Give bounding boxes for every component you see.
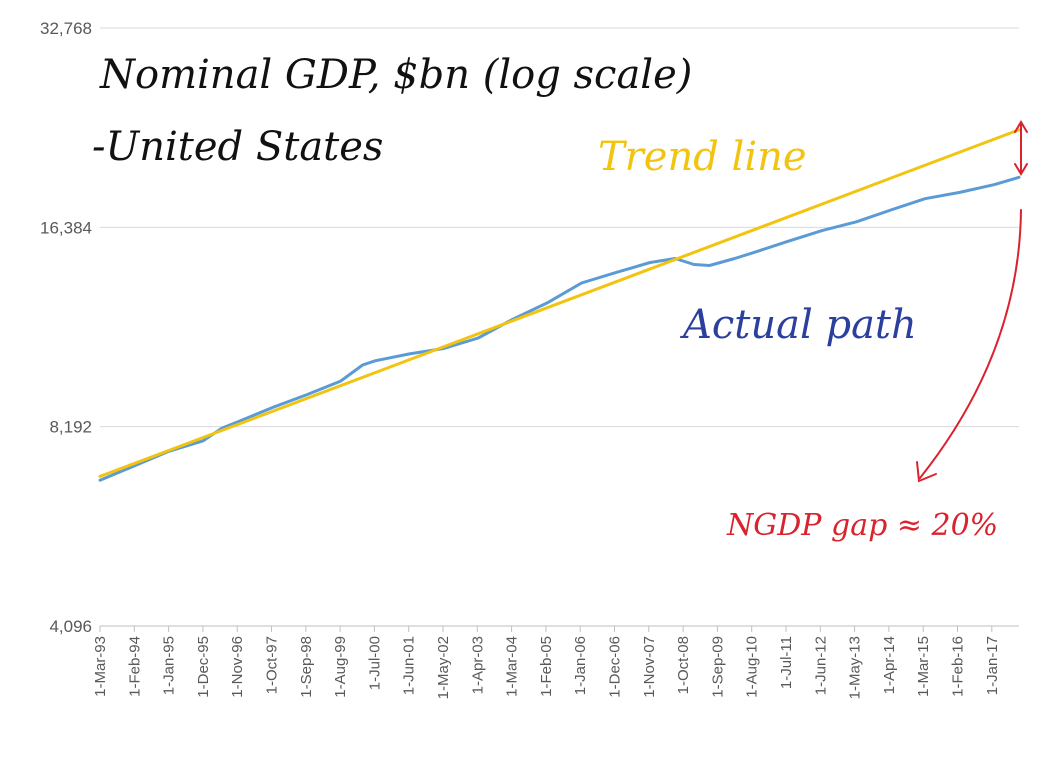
x-tick-label: 1-Jun-01 (401, 636, 418, 695)
x-tick-label: 1-Jan-17 (984, 636, 1001, 695)
x-tick-label: 1-Mar-04 (504, 636, 521, 697)
x-tick-label: 1-Jan-95 (161, 636, 178, 695)
chart-subtitle: -United States (92, 124, 383, 170)
x-tick-label: 1-Nov-07 (641, 636, 658, 698)
x-tick-label: 1-Sep-98 (298, 636, 315, 698)
actual-path-label: Actual path (679, 302, 917, 348)
x-tick-label: 1-Sep-09 (709, 636, 726, 698)
x-tick-label: 1-Apr-14 (881, 636, 898, 694)
x-axis: 1-Mar-93 1-Feb-94 1-Jan-95 1-Dec-95 1-Nov-96… (92, 625, 1019, 699)
y-axis: 32,768 16,384 8,192 4,096 (40, 19, 92, 636)
x-tick-label: 1-Mar-93 (92, 636, 109, 697)
x-tick-label: 1-Jul-00 (366, 636, 383, 690)
y-tick-label: 4,096 (49, 617, 92, 636)
x-tick-label: 1-Feb-05 (538, 636, 555, 697)
x-tick-label: 1-Oct-08 (675, 636, 692, 694)
x-tick-label: 1-Mar-15 (915, 636, 932, 697)
gap-pointer-arrow-icon (916, 209, 1022, 483)
y-tick-label: 16,384 (40, 218, 92, 237)
trend-line-label: Trend line (598, 134, 807, 180)
x-tick-label: 1-Aug-99 (332, 636, 349, 698)
x-tick-label: 1-May-13 (847, 636, 864, 699)
chart-title: Nominal GDP, $bn (log scale) (99, 52, 692, 98)
ngdp-gap-label: NGDP gap ≈ 20% (726, 508, 998, 543)
x-tick-label: 1-Feb-16 (950, 636, 967, 697)
x-tick-label: 1-Dec-95 (195, 636, 212, 698)
x-tick-label: 1-Aug-10 (744, 636, 761, 698)
x-tick-label: 1-Oct-97 (264, 636, 281, 694)
gap-double-arrow-icon (1014, 120, 1028, 176)
x-tick-label: 1-Jan-06 (572, 636, 589, 695)
y-tick-label: 8,192 (49, 418, 92, 437)
x-tick-label: 1-Nov-96 (229, 636, 246, 698)
series-layer (98, 128, 1021, 482)
trend-line (98, 128, 1021, 478)
x-tick-label: 1-Jul-11 (778, 636, 795, 689)
y-tick-label: 32,768 (40, 19, 92, 38)
x-tick-label: 1-Jun-12 (812, 636, 829, 695)
x-tick-label: 1-Apr-03 (469, 636, 486, 694)
actual-path-line (98, 175, 1021, 482)
x-tick-label: 1-Dec-06 (607, 636, 624, 698)
x-tick-label: 1-May-02 (435, 636, 452, 699)
x-tick-label: 1-Feb-94 (126, 636, 143, 697)
